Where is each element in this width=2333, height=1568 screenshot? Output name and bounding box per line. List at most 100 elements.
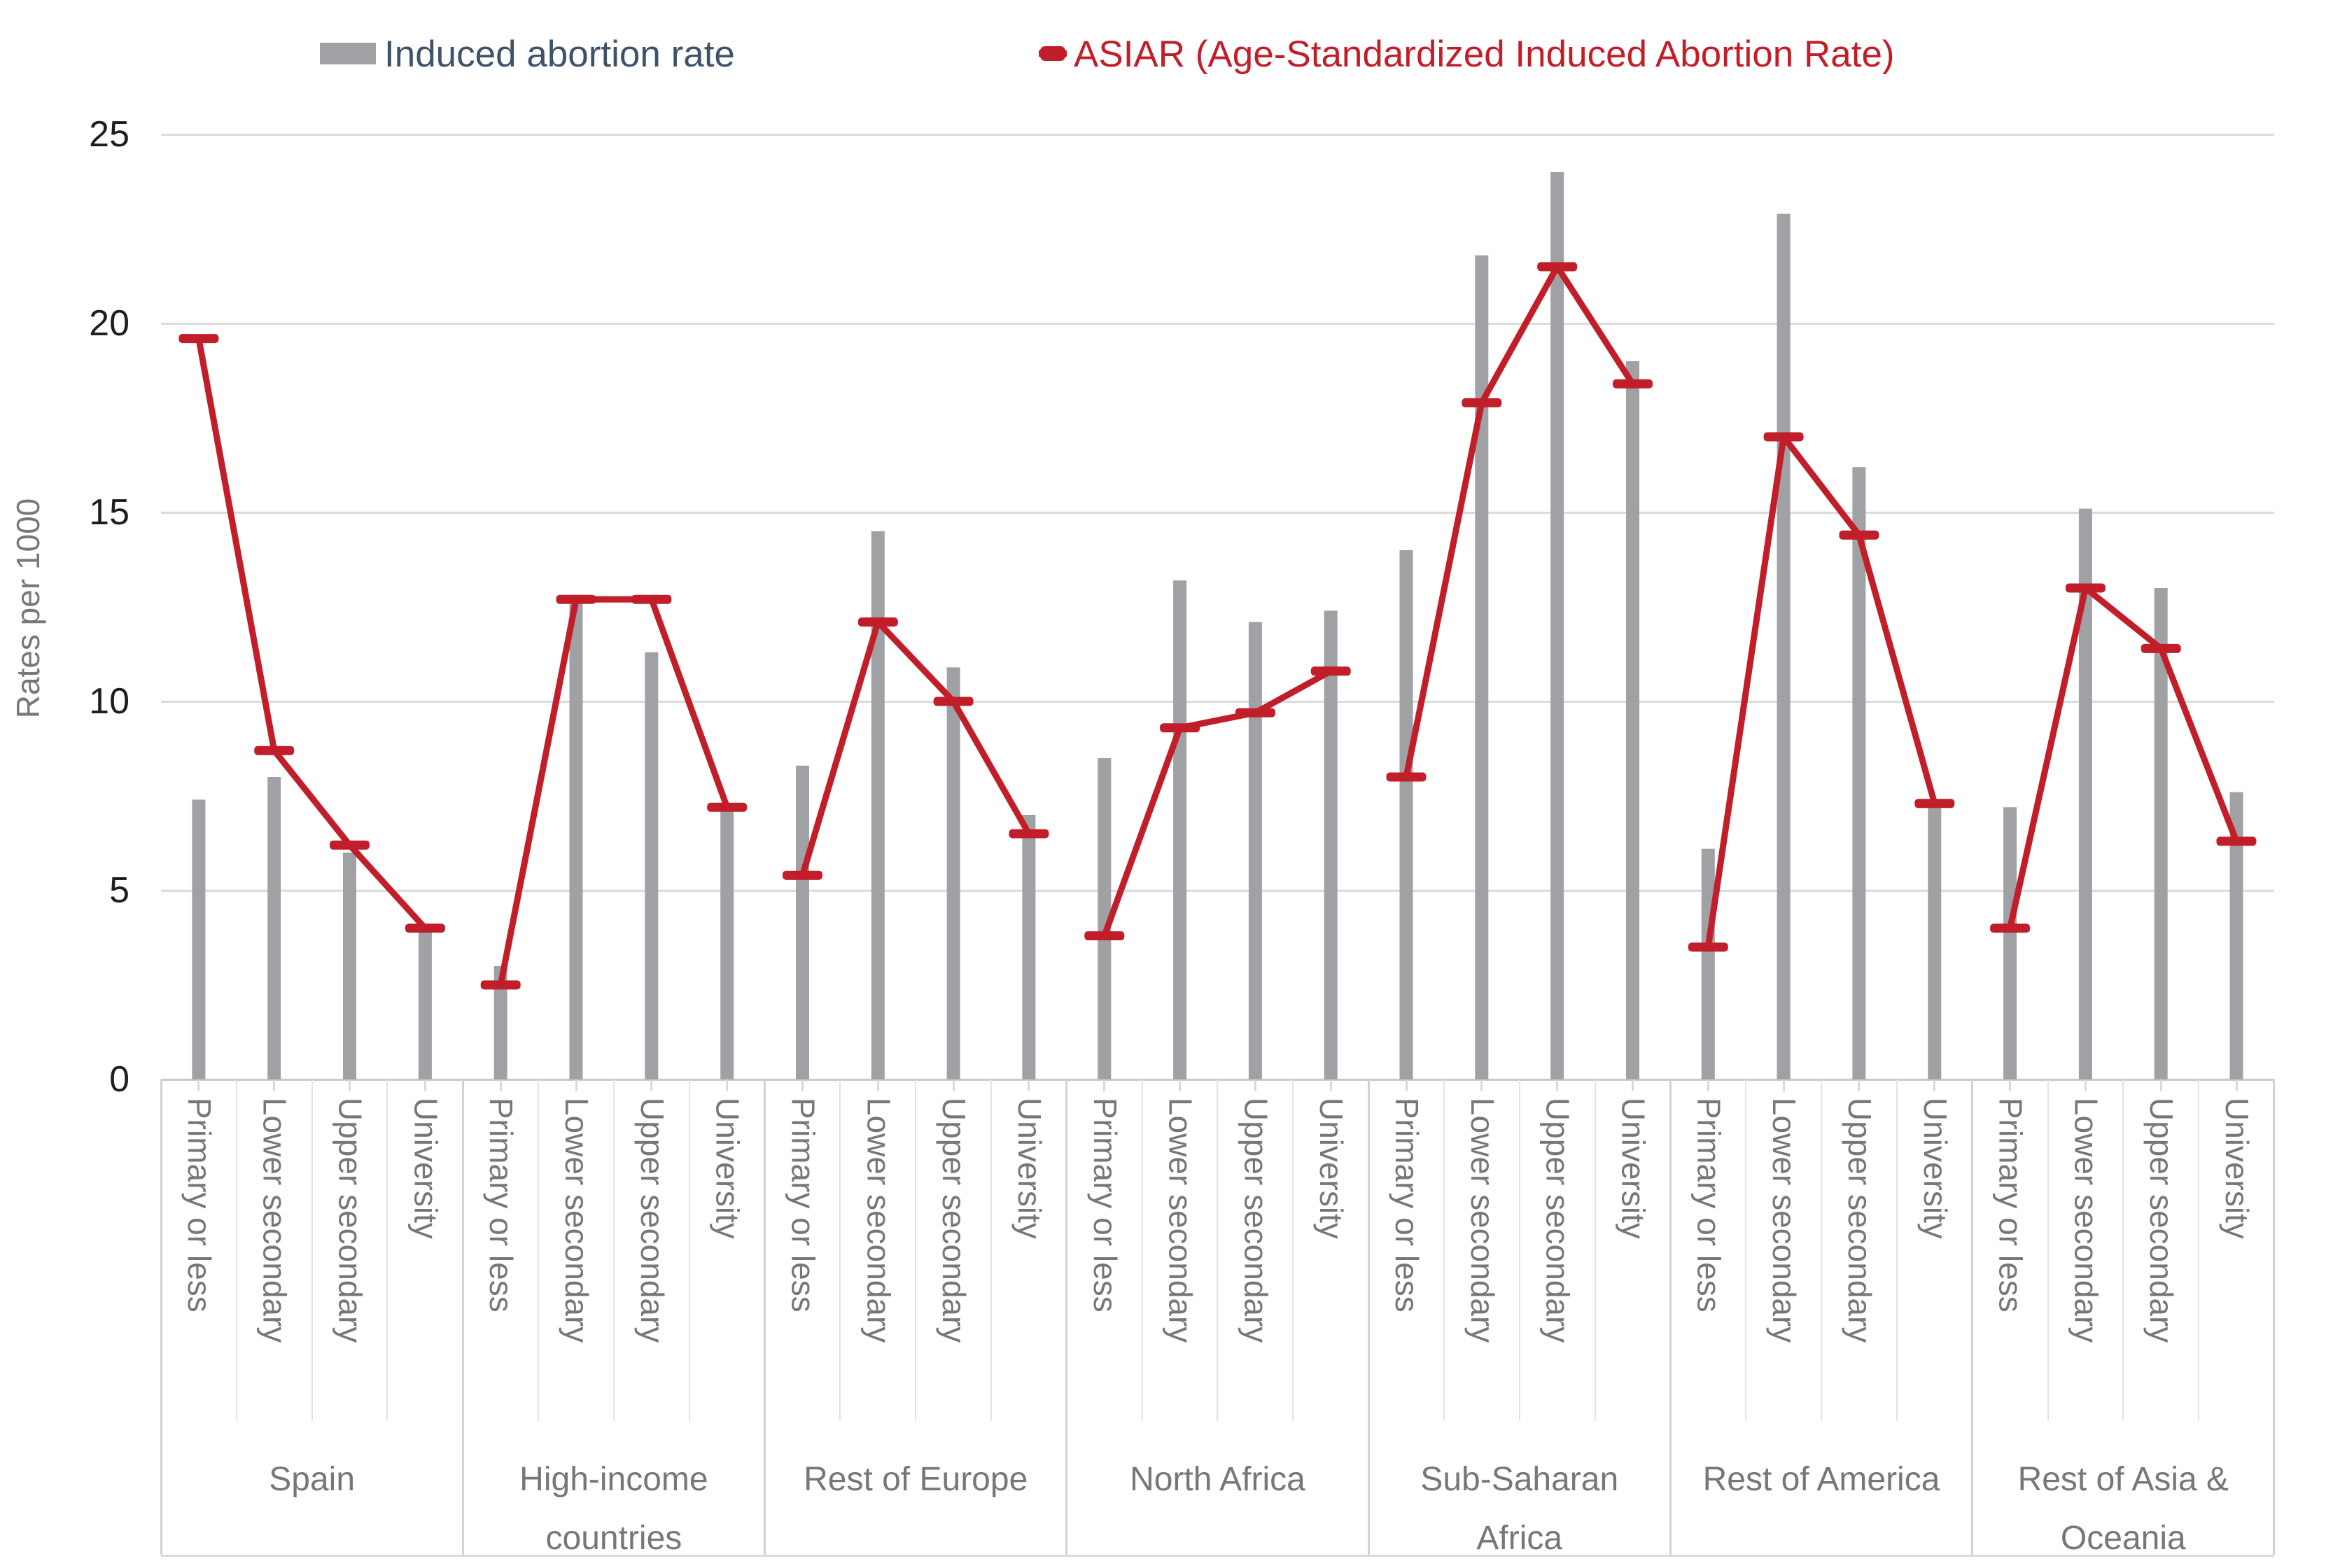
asiar-marker [1160,723,1200,733]
category-label: Lower secondary [1162,1098,1199,1343]
bar-induced-abortion-rate [645,652,659,1079]
asiar-marker [1613,379,1653,388]
category-label: University [1917,1098,1954,1239]
asiar-marker [783,870,822,880]
bar-induced-abortion-rate [343,853,356,1079]
asiar-line [195,335,428,932]
category-center-tick [1179,1079,1182,1091]
bar-induced-abortion-rate [1324,610,1338,1079]
group-separator [764,1079,766,1555]
category-center-tick [273,1079,276,1091]
category-label: Primary or less [1389,1098,1426,1312]
asiar-marker [556,594,596,604]
asiar-marker [857,617,898,627]
category-center-tick [2009,1079,2012,1091]
asiar-marker [1235,708,1275,718]
category-center-tick [952,1079,955,1091]
category-center-tick [1858,1079,1861,1091]
group-separator [1971,1079,1974,1555]
category-center-tick [1103,1079,1106,1091]
asiar-line [1101,668,1334,939]
group-separator [461,1079,464,1555]
asiar-line [497,596,731,988]
bar-induced-abortion-rate [2078,508,2092,1079]
category-separator [2122,1079,2124,1421]
category-center-tick [801,1079,804,1091]
bar-induced-abortion-rate [2154,588,2168,1079]
bar-induced-abortion-rate [1626,361,1639,1079]
category-center-tick [1631,1079,1634,1091]
category-separator [1594,1079,1596,1421]
chart-legend: Induced abortion rate ASIAR (Age-Standar… [0,0,2333,84]
bar-induced-abortion-rate [1550,172,1564,1079]
category-separator [839,1079,841,1421]
category-label: Lower secondary [2068,1098,2105,1343]
category-center-tick [575,1079,577,1091]
category-separator [1292,1079,1294,1421]
group-label: Sub-Saharan Africa [1420,1461,1619,1557]
gridline [161,889,2274,892]
category-label: Lower secondary [1464,1098,1501,1343]
group-label: High-income countries [519,1461,708,1557]
bar-induced-abortion-rate [1098,758,1112,1079]
category-center-tick [1933,1079,1936,1091]
bar-induced-abortion-rate [2003,807,2017,1079]
asiar-marker [405,923,445,933]
asiar-marker [2216,836,2257,846]
category-separator [2047,1079,2049,1421]
bar-induced-abortion-rate [720,811,734,1079]
category-center-tick [1329,1079,1332,1091]
y-tick-label: 15 [89,492,129,533]
gridline [161,700,2274,703]
category-label: Upper secondary [1539,1098,1576,1343]
category-label: Upper secondary [633,1098,671,1343]
gridline [161,133,2274,136]
asiar-marker [1310,666,1351,676]
category-center-tick [2235,1079,2238,1091]
category-label: University [1011,1098,1048,1239]
category-separator [1518,1079,1520,1421]
category-separator [990,1079,993,1421]
category-center-tick [2159,1079,2162,1091]
label-band-bottom-border [161,1555,2274,1557]
y-tick-label: 10 [89,681,129,722]
category-label: University [2219,1098,2256,1239]
asiar-marker [2141,643,2181,653]
category-label: Primary or less [1690,1098,1728,1312]
gridline [161,511,2274,514]
bar-induced-abortion-rate [946,667,960,1079]
category-separator [1745,1079,1747,1421]
group-separator [160,1079,162,1555]
asiar-marker [1009,829,1049,839]
category-label: Upper secondary [2143,1098,2180,1343]
group-separator [1367,1079,1370,1555]
category-label: Lower secondary [256,1098,293,1343]
bar-induced-abortion-rate [1475,255,1489,1079]
legend-line-marker-icon [1039,43,1067,64]
asiar-marker [1537,262,1578,272]
category-label: Upper secondary [936,1098,973,1343]
category-label: Lower secondary [860,1098,897,1343]
asiar-marker [330,840,370,850]
category-label: Primary or less [1992,1098,2029,1312]
category-label: Upper secondary [332,1098,369,1343]
category-center-tick [1254,1079,1256,1091]
category-separator [235,1079,237,1421]
bar-induced-abortion-rate [1701,848,1715,1079]
bar-induced-abortion-rate [1022,815,1036,1079]
category-label: University [1313,1098,1350,1239]
group-label: North Africa [1130,1461,1305,1498]
legend-label-asiar: ASIAR (Age-Standardized Induced Abortion… [1074,34,1895,75]
category-center-tick [876,1079,879,1091]
bar-induced-abortion-rate [1777,214,1791,1079]
category-separator [538,1079,540,1421]
category-label: Lower secondary [1766,1098,1803,1343]
asiar-marker [1839,530,1879,540]
bar-induced-abortion-rate [418,932,432,1079]
asiar-marker [1084,931,1125,941]
category-center-tick [1405,1079,1408,1091]
asiar-marker [631,594,672,604]
asiar-marker [178,334,219,344]
category-label: Upper secondary [1841,1098,1878,1343]
asiar-marker [480,980,521,990]
